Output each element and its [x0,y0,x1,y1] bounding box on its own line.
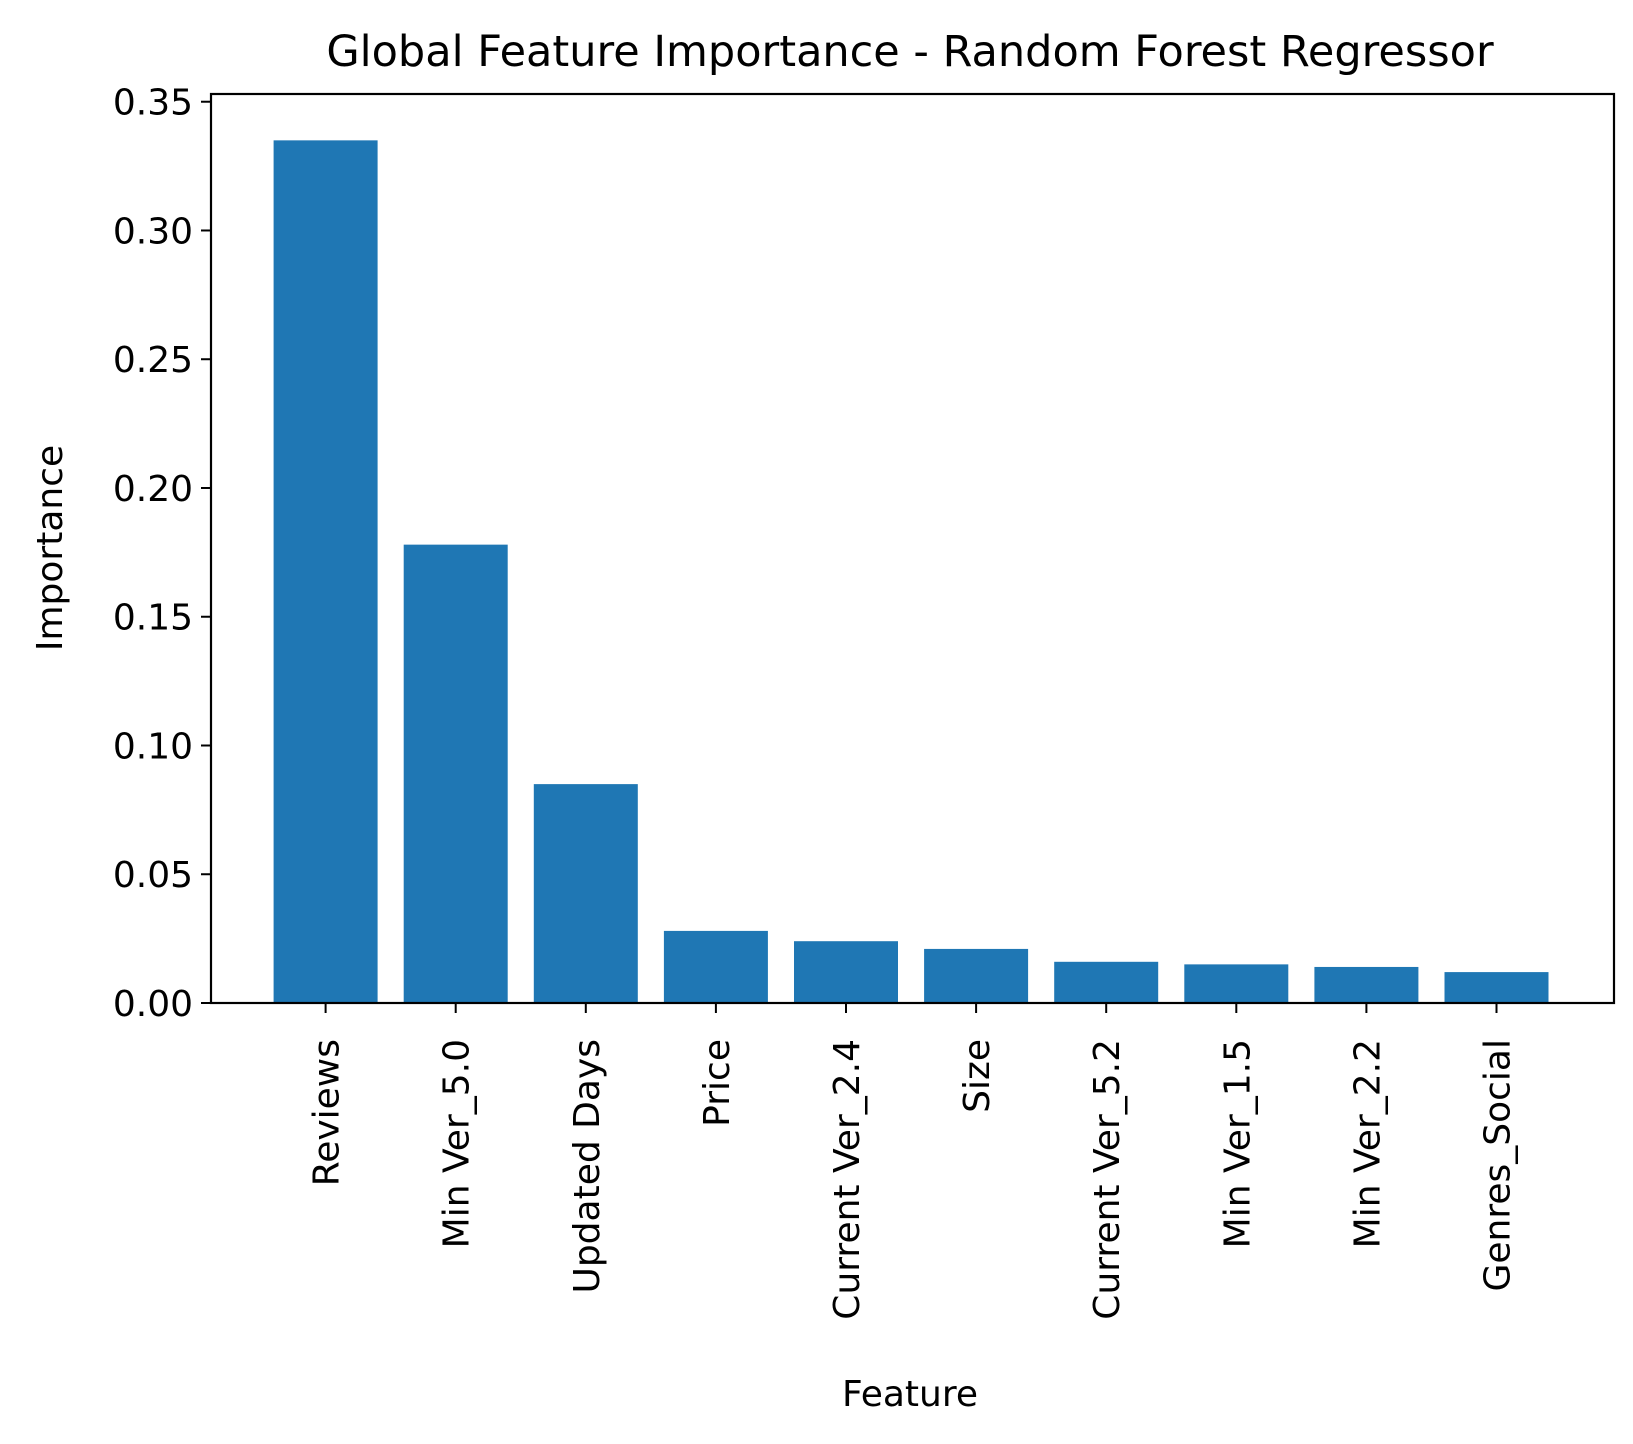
bars-group [273,140,1549,1004]
bar-price [663,930,768,1003]
x-tick-label: Reviews [307,1039,348,1186]
plot-frame [209,92,1616,1005]
bar-min-ver-2-2 [1314,966,1419,1003]
chart-title: Global Feature Importance - Random Fores… [326,27,1494,77]
x-tick-label: Min Ver_1.5 [1217,1039,1258,1248]
bar-reviews [273,140,378,1004]
x-tick-label: Current Ver_2.4 [827,1039,868,1320]
y-tick-label: 0.30 [113,211,193,252]
x-tick-label: Current Ver_5.2 [1087,1039,1128,1320]
x-axis: Reviews Min Ver_5.0 Updated Days Price Curre… [307,1003,1519,1320]
x-axis-label: Feature [842,1374,978,1415]
x-tick-label: Min Ver_5.0 [437,1039,478,1248]
x-tick-label: Price [697,1039,738,1127]
y-axis-label: Importance [30,445,71,651]
bar-size [924,948,1029,1003]
x-tick-label: Genres_Social [1478,1039,1519,1292]
x-tick-label: Min Ver_2.2 [1347,1039,1388,1248]
y-tick-label: 0.15 [113,598,193,639]
bar-genres-social [1444,972,1549,1003]
y-tick-label: 0.05 [113,855,193,896]
y-tick-label: 0.00 [113,984,193,1025]
x-tick-label: Updated Days [567,1039,608,1294]
y-tick-label: 0.35 [113,83,193,124]
bar-current-ver-2-4 [794,941,898,1003]
bar-min-ver-5-0 [403,544,508,1003]
x-tick-label: Size [957,1039,998,1113]
y-tick-label: 0.20 [113,469,193,510]
bar-updated-days [533,784,638,1003]
bar-min-ver-1-5 [1184,964,1289,1003]
y-axis: 0.00 0.05 0.10 0.15 0.20 0.25 0.30 0.35 [113,83,211,1025]
y-tick-label: 0.25 [113,340,193,381]
bar-current-ver-5-2 [1054,961,1159,1003]
y-tick-label: 0.10 [113,726,193,767]
